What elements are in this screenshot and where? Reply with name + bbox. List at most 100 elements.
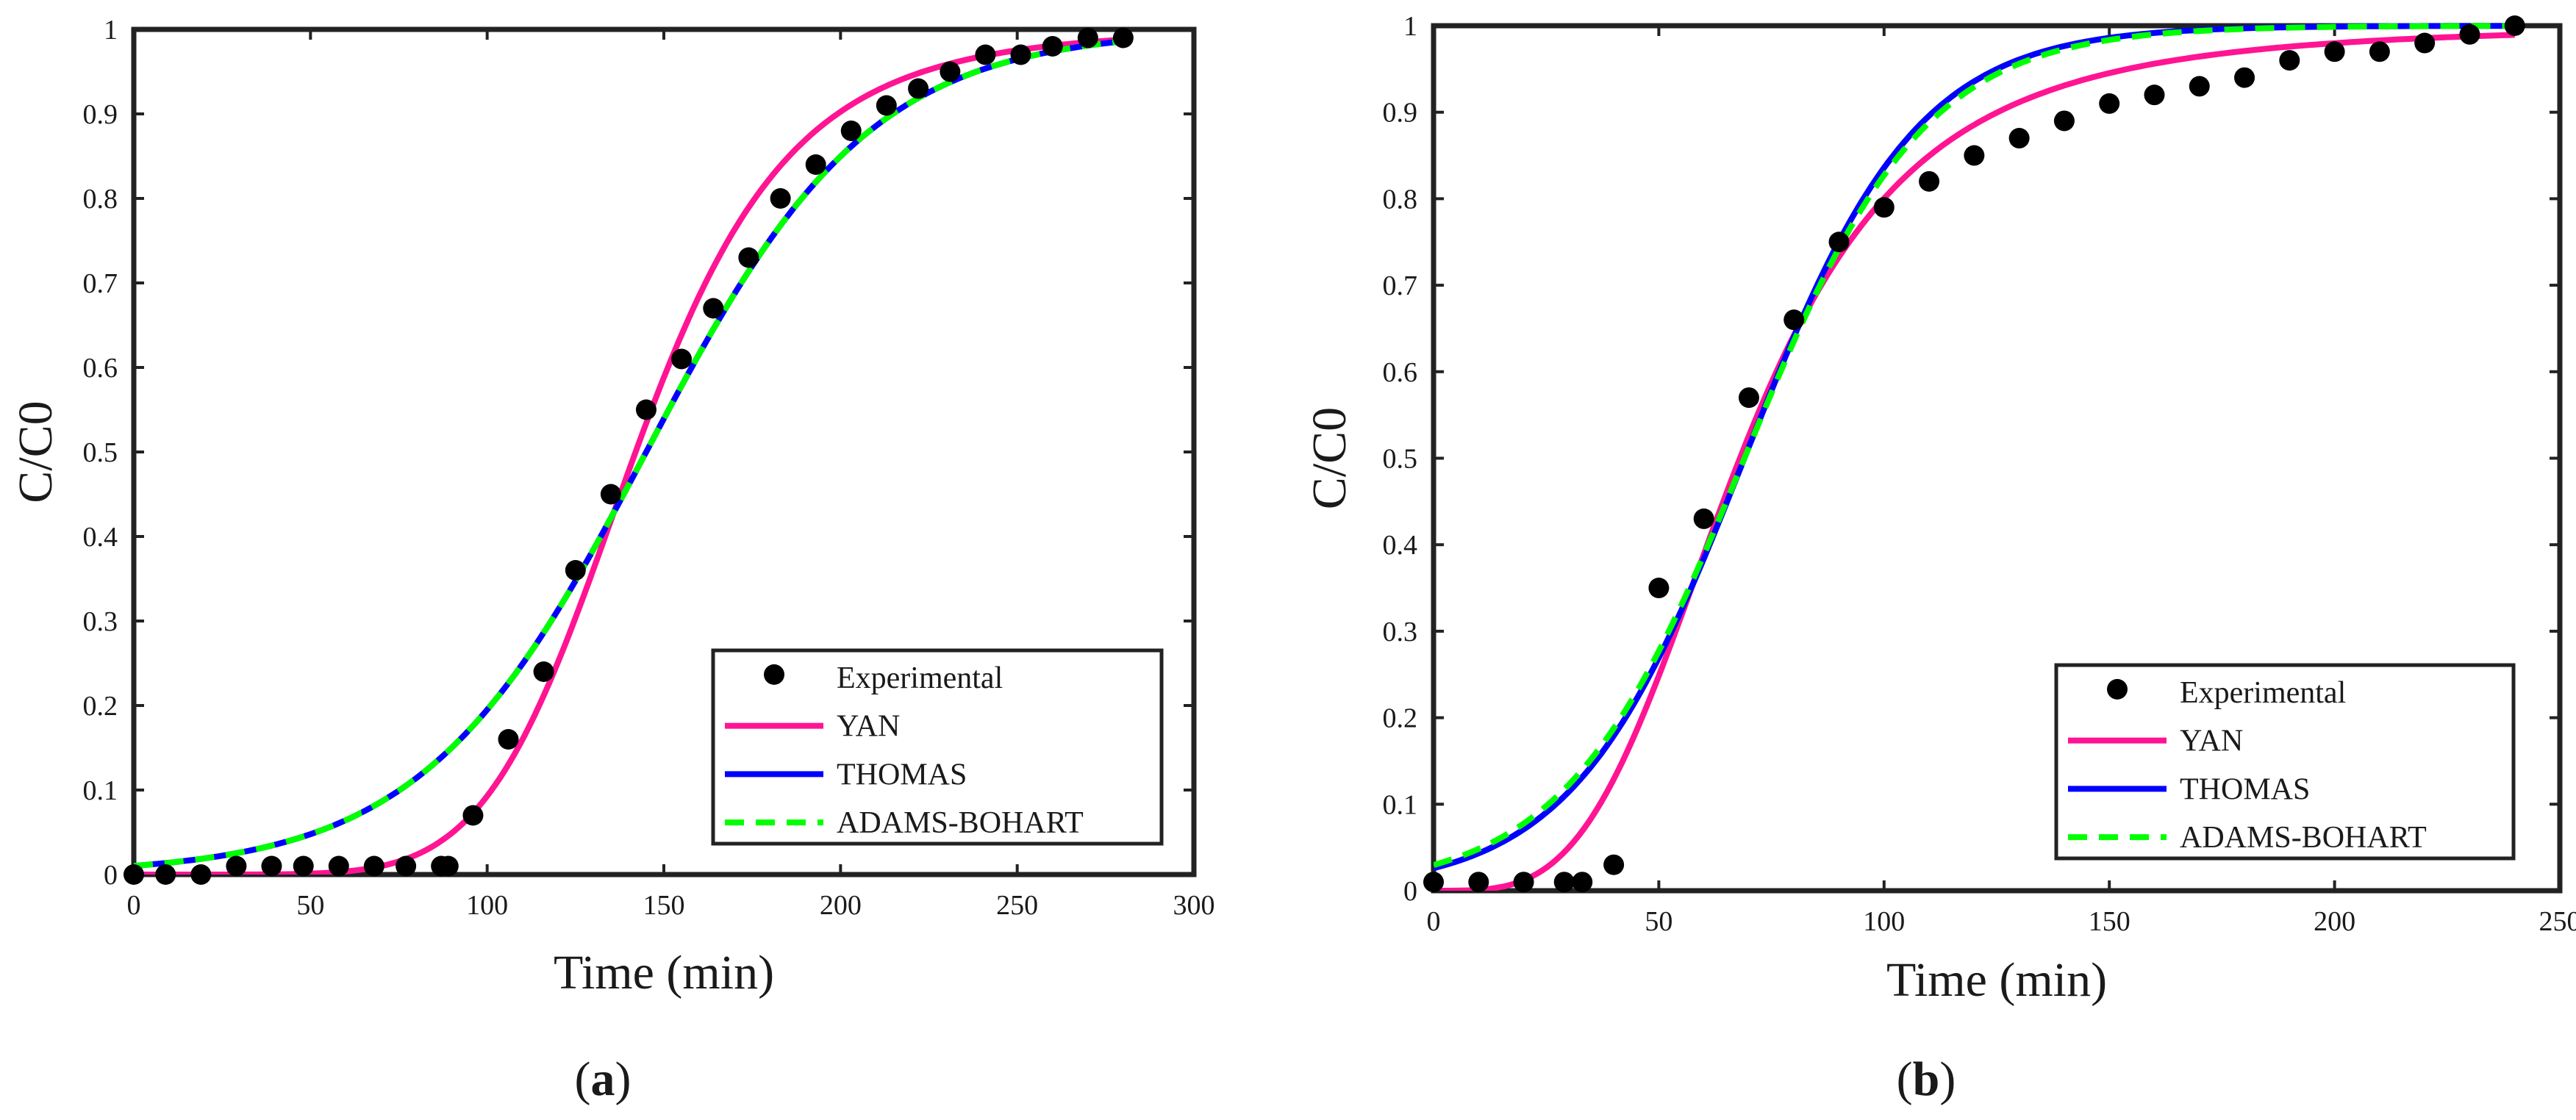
data-point	[1739, 387, 1759, 408]
data-point	[2414, 33, 2435, 54]
y-tick-label: 0.4	[1383, 530, 1418, 561]
legend-marker-experimental	[764, 664, 784, 685]
y-axis-label: C/C0	[9, 401, 62, 503]
data-point	[2234, 68, 2255, 88]
panel-label: (b)	[1897, 1052, 1956, 1106]
data-point	[908, 79, 929, 99]
y-tick-label: 0.2	[83, 691, 118, 722]
data-point	[806, 154, 826, 175]
data-point	[396, 856, 416, 877]
legend-label: Experimental	[837, 661, 1003, 695]
data-point	[1042, 36, 1063, 57]
y-tick-label: 0.1	[1383, 789, 1418, 820]
data-point	[1113, 28, 1134, 49]
x-axis-label: Time (min)	[1886, 953, 2107, 1007]
legend: Experimental YAN THOMAS ADAMS-BOHART	[713, 650, 1162, 844]
y-tick-label: 0.8	[1383, 184, 1418, 215]
x-tick-label: 300	[1173, 890, 1215, 921]
data-point	[261, 856, 282, 877]
data-point	[671, 349, 692, 370]
data-point	[2144, 85, 2164, 105]
data-point	[2009, 128, 2030, 148]
data-point	[438, 856, 459, 877]
data-point	[293, 856, 314, 877]
legend: Experimental YAN THOMAS ADAMS-BOHART	[2056, 665, 2514, 858]
x-tick-label: 150	[2089, 906, 2130, 937]
legend-label: YAN	[2180, 725, 2243, 758]
data-point	[1554, 872, 1575, 892]
y-tick-label: 0	[1403, 876, 1417, 907]
data-point	[2369, 41, 2390, 62]
legend-label: ADAMS-BOHART	[837, 806, 1084, 840]
data-point	[738, 248, 759, 268]
y-tick-label: 0.7	[83, 268, 118, 299]
y-tick-label: 0.6	[1383, 357, 1418, 388]
data-point	[1514, 872, 1534, 892]
x-tick-label: 100	[466, 890, 508, 921]
x-tick-label: 250	[996, 890, 1038, 921]
data-point	[1783, 309, 1804, 330]
panel-label: (a)	[575, 1052, 632, 1106]
data-point	[329, 856, 349, 877]
data-point	[1010, 45, 1031, 65]
y-tick-label: 0.4	[83, 522, 118, 553]
data-point	[876, 96, 897, 116]
data-point	[975, 45, 995, 65]
y-tick-label: 0.2	[1383, 703, 1418, 734]
data-point	[1648, 578, 1669, 598]
data-point	[1603, 855, 1624, 875]
data-point	[1078, 28, 1098, 49]
data-point	[190, 864, 211, 885]
x-tick-label: 150	[643, 890, 685, 921]
y-tick-label: 0.7	[1383, 270, 1418, 301]
x-tick-label: 50	[296, 890, 324, 921]
data-point	[2099, 93, 2119, 114]
y-tick-label: 1	[1403, 11, 1417, 42]
legend-label: YAN	[837, 710, 900, 744]
y-axis-label: C/C0	[1303, 407, 1356, 509]
data-point	[565, 560, 586, 581]
data-point	[124, 864, 144, 885]
data-point	[703, 298, 723, 319]
x-tick-label: 0	[1427, 906, 1441, 937]
data-point	[2459, 24, 2480, 45]
y-tick-label: 0.5	[1383, 444, 1418, 475]
data-point	[364, 856, 384, 877]
y-tick-label: 0.3	[1383, 617, 1418, 647]
data-point	[1874, 197, 1895, 218]
data-point	[636, 400, 656, 420]
data-point	[534, 661, 554, 682]
legend-marker-experimental	[2107, 679, 2128, 700]
data-point	[1572, 872, 1592, 892]
x-tick-label: 250	[2539, 906, 2576, 937]
data-point	[226, 856, 246, 877]
x-axis-label: Time (min)	[554, 946, 774, 999]
data-point	[1694, 509, 1714, 529]
data-point	[940, 62, 960, 82]
data-point	[1919, 171, 1939, 192]
data-point	[155, 864, 176, 885]
legend-label: THOMAS	[2180, 772, 2310, 806]
y-tick-label: 0.5	[83, 437, 118, 468]
data-point	[841, 121, 862, 141]
x-tick-label: 200	[820, 890, 862, 921]
data-point	[1964, 146, 1984, 166]
legend-label: ADAMS-BOHART	[2180, 821, 2427, 855]
x-tick-label: 0	[127, 890, 141, 921]
legend-label: Experimental	[2180, 676, 2346, 710]
y-tick-label: 0.8	[83, 184, 118, 215]
data-point	[462, 805, 483, 826]
y-tick-label: 0.3	[83, 606, 118, 637]
y-tick-label: 0.9	[83, 99, 118, 130]
data-point	[2189, 76, 2210, 96]
data-point	[2505, 15, 2525, 36]
data-point	[1468, 872, 1489, 892]
data-point	[2054, 110, 2075, 131]
data-point	[2279, 50, 2300, 71]
legend-label: THOMAS	[837, 758, 967, 791]
y-tick-label: 0.6	[83, 353, 118, 384]
x-tick-label: 100	[1863, 906, 1905, 937]
